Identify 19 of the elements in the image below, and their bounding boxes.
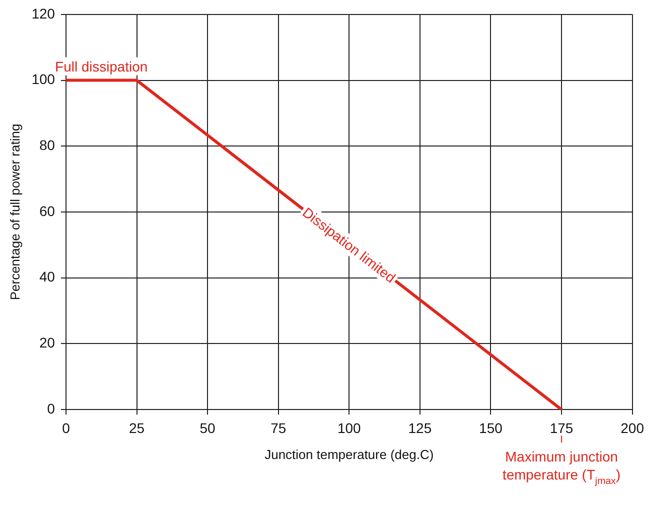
x-tick-label: 50	[200, 420, 216, 436]
y-tick-label: 40	[39, 268, 56, 285]
y-tick-label: 0	[47, 400, 56, 416]
x-tick-label: 100	[337, 420, 362, 436]
x-tick-label: 150	[479, 420, 503, 436]
y-tick-label: 60	[39, 202, 56, 219]
x-tick-label: 75	[270, 420, 286, 436]
x-tick-label: 0	[62, 420, 70, 436]
x-tick-label: 25	[128, 420, 145, 436]
y-tick-label: 120	[32, 5, 56, 22]
annotation: Full dissipation	[55, 58, 148, 74]
y-tick-label: 100	[32, 71, 56, 88]
y-tick-label: 80	[39, 136, 56, 153]
y-axis-title: Percentage of full power rating	[7, 124, 22, 300]
x-axis-title: Junction temperature (deg.C)	[264, 446, 434, 462]
y-tick-label: 20	[39, 334, 56, 351]
x-tick-label: 175	[550, 420, 574, 436]
x-tick-label: 200	[620, 420, 644, 436]
x-tick-label: 125	[408, 420, 432, 436]
